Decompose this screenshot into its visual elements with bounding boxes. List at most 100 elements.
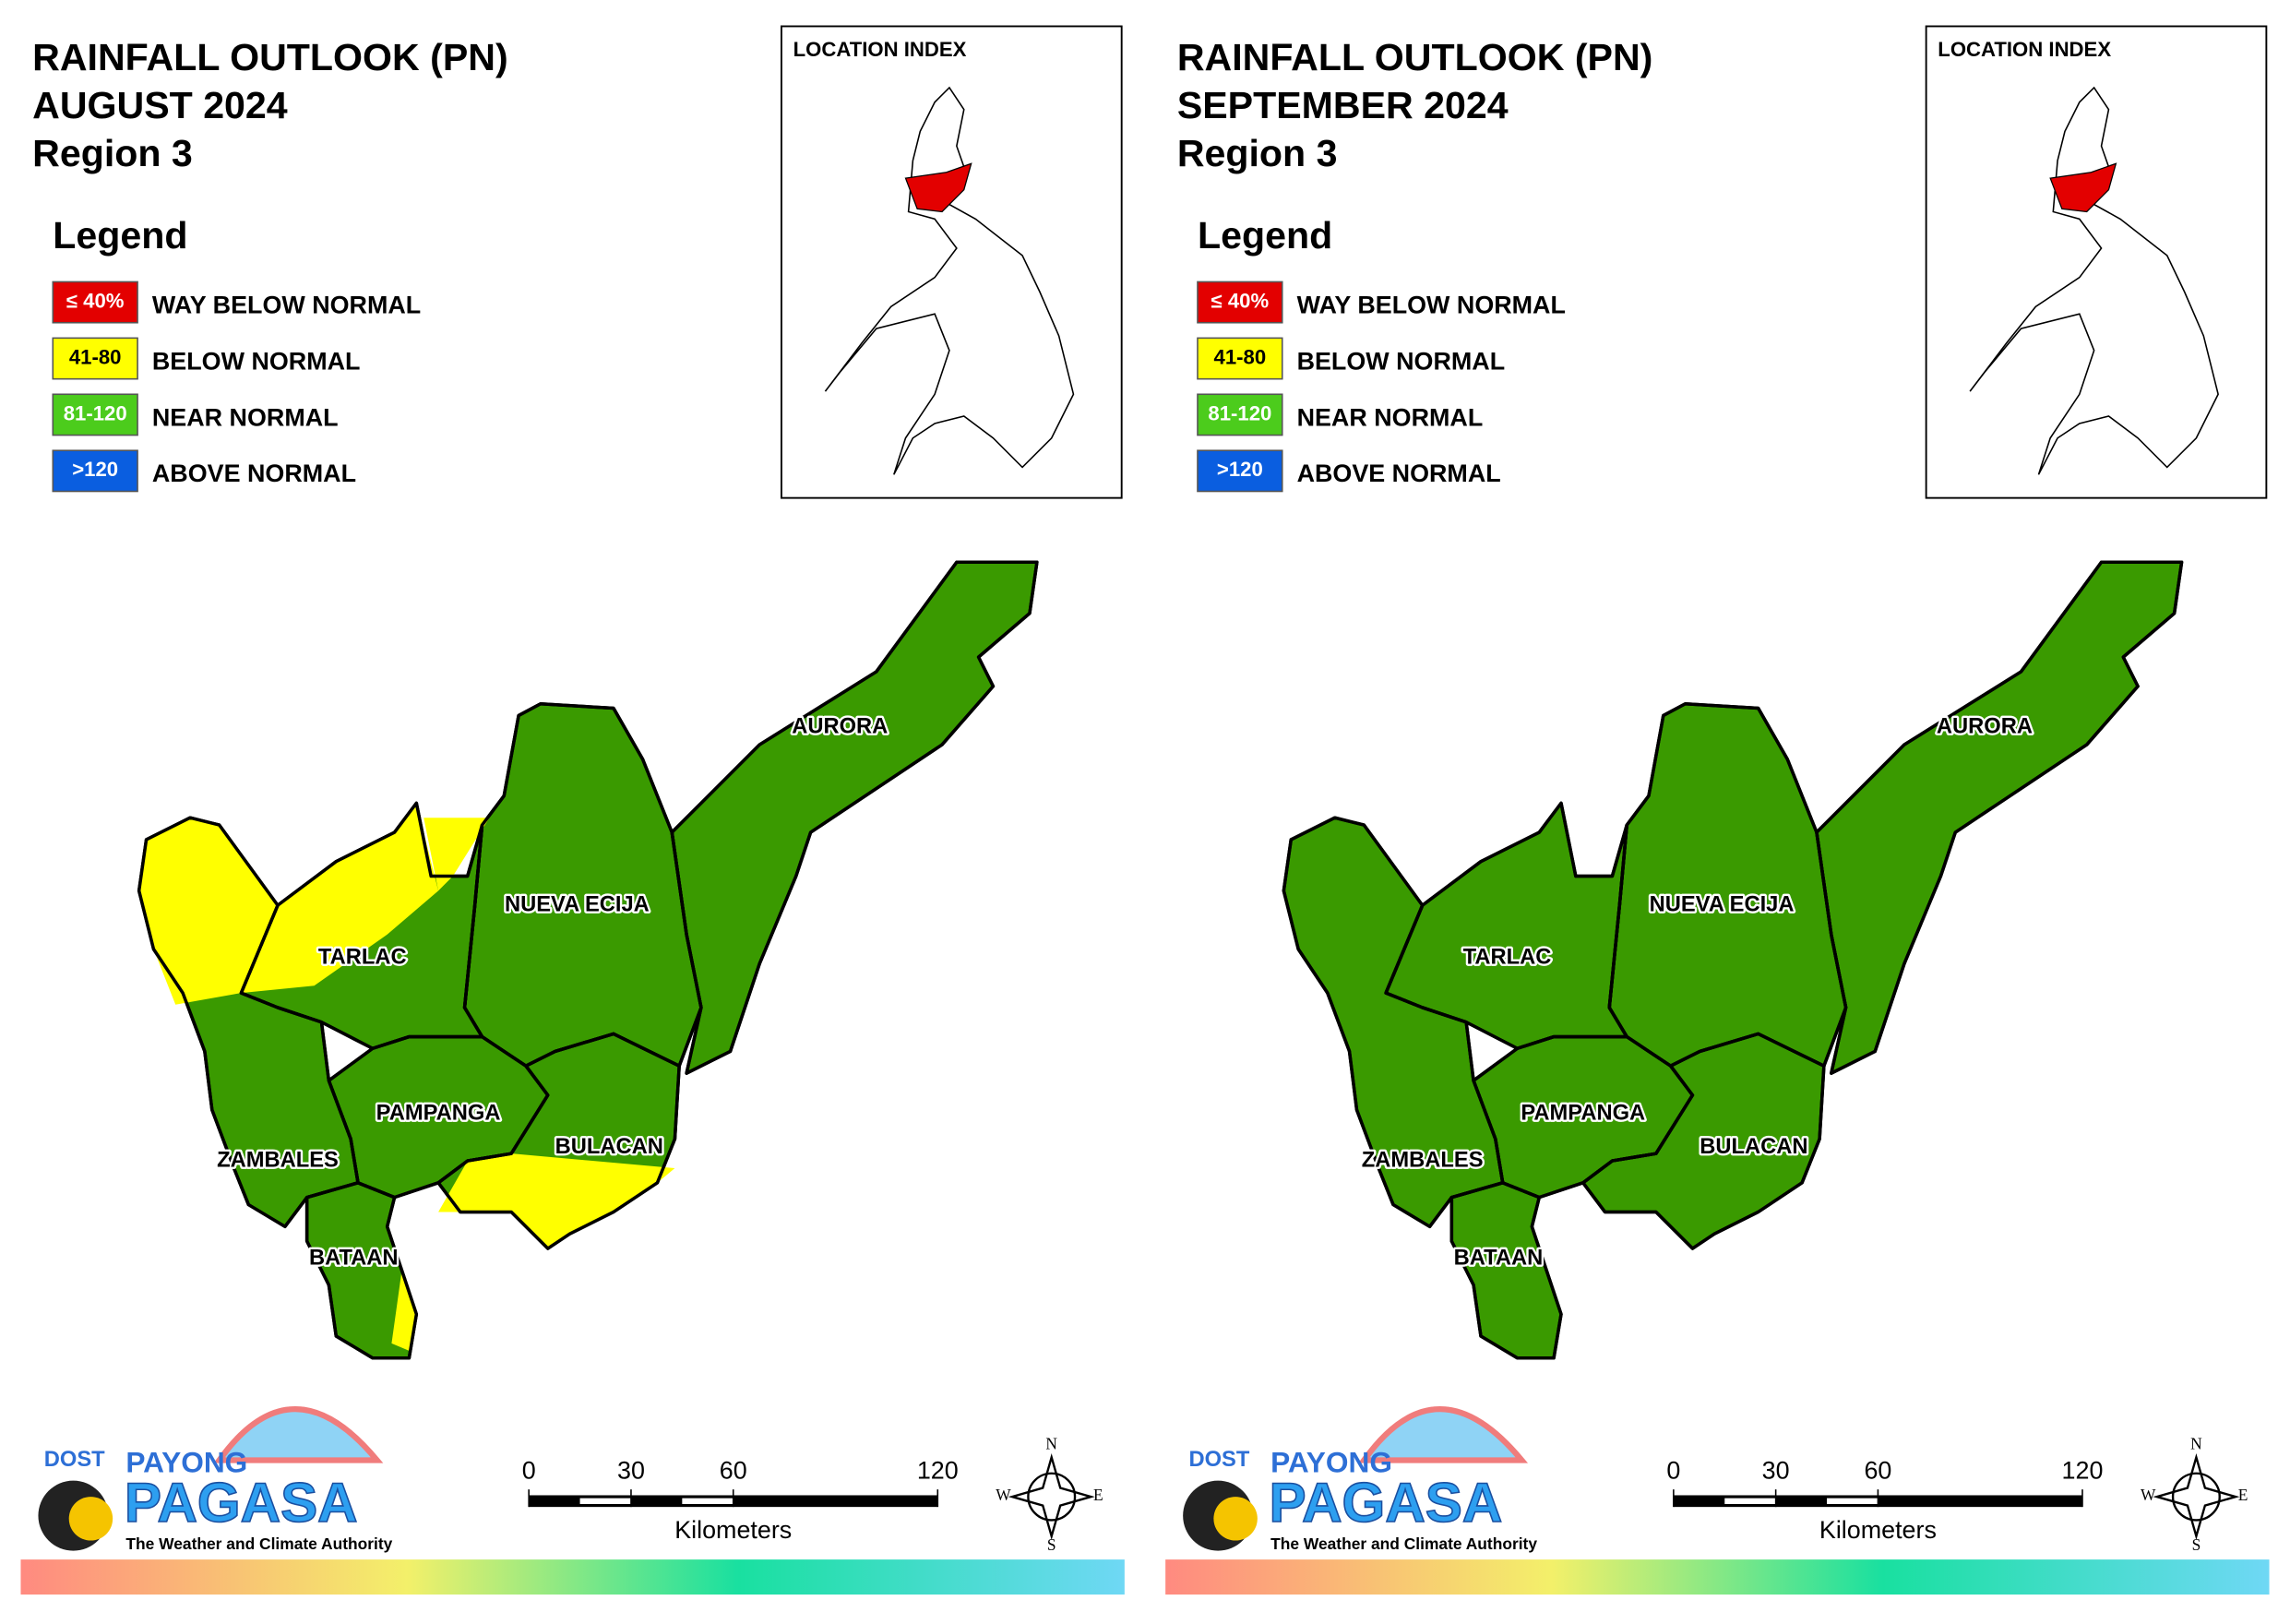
region-3-highlight [2049,162,2117,213]
footer-strip [20,1559,1125,1595]
legend-label: WAY BELOW NORMAL [152,291,421,318]
province-area [462,702,703,1068]
province-label: TARLAC [318,945,407,969]
scale-tick-label: 120 [917,1456,959,1484]
scale-unit: Kilometers [674,1516,792,1544]
scale-tick-label: 30 [1762,1456,1790,1484]
legend-swatch [1197,449,1283,493]
compass-rose [2153,1453,2240,1541]
legend-title: Legend [1198,214,1332,257]
logo-agency: DOST [44,1448,105,1472]
compass-letter: E [1093,1486,1103,1504]
province-area [1449,1181,1563,1360]
title-line: SEPTEMBER 2024 [1177,84,1509,126]
philippines-outline [1969,86,2219,475]
legend-range: 81-120 [64,401,127,424]
below-normal-area [138,818,278,1005]
province-label: PAMPANGA [376,1102,501,1126]
below-normal-area [241,803,439,994]
legend-title: Legend [53,214,187,257]
scale-tick-label: 120 [2062,1456,2104,1484]
logo-umbrella [1358,1405,1529,1463]
province-label: PAMPANGA [1521,1102,1645,1126]
province-label: BULACAN [1700,1135,1807,1159]
compass-letter: N [2190,1435,2202,1453]
compass-letter: S [1047,1535,1056,1554]
province-border [1815,560,2184,1075]
scale-tick-label: 60 [720,1456,747,1484]
legend-swatch [1197,281,1283,324]
legend-swatch [1197,337,1283,380]
legend-label: NEAR NORMAL [1297,403,1484,431]
province-area [1607,702,1848,1068]
title-line: AUGUST 2024 [32,84,288,126]
province-label: ZAMBALES [1362,1148,1484,1172]
scale-tick-label: 60 [1864,1456,1891,1484]
province-label: TARLAC [1463,945,1552,969]
legend-swatch [52,281,138,324]
legend-range: 81-120 [1208,401,1271,424]
scale-segment-light [682,1498,734,1504]
legend-swatch [52,449,138,493]
province-border [1384,801,1628,1050]
logo-umbrella [213,1405,384,1463]
compass-ring [2171,1472,2221,1522]
panel: RAINFALL OUTLOOK (PN) SEPTEMBER 2024 Regio… [1165,25,2270,1595]
province-border [436,1032,681,1250]
location-index-title: LOCATION INDEX [793,38,967,61]
below-normal-area [423,818,490,891]
province-label: ZAMBALES [217,1148,339,1172]
logo-seal [1213,1497,1258,1541]
legend-label: WAY BELOW NORMAL [1297,291,1566,318]
legend-range: ≤ 40% [66,289,125,312]
legend-label: NEAR NORMAL [152,403,339,431]
scale-tick-label: 30 [617,1456,645,1484]
legend-swatch [52,393,138,436]
legend-label: BELOW NORMAL [152,347,361,375]
legend-range: 41-80 [69,345,122,368]
legend-range: >120 [1217,458,1263,481]
logo-tagline: The Weather and Climate Authority [1270,1534,1537,1553]
province-label: AURORA [792,714,888,738]
below-normal-area [438,1153,675,1249]
scale-segment-light [579,1498,631,1504]
legend-swatch [1197,393,1283,436]
legend-range: 41-80 [1214,345,1267,368]
province-label: BATAAN [309,1246,399,1270]
scale-tick-label: 0 [522,1456,536,1484]
province-label: AURORA [1937,714,2033,738]
legend-label: ABOVE NORMAL [152,460,356,487]
compass-letter: W [996,1486,1011,1504]
below-normal-area [391,1270,417,1351]
title-line: Region 3 [1177,132,1338,174]
province-area [1815,560,2184,1075]
footer-strip [1165,1559,2270,1595]
logo-brand: PAYONG [1270,1446,1392,1479]
compass-letter: S [2192,1535,2201,1554]
logo-name: PAGASA [125,1472,358,1534]
location-index-title: LOCATION INDEX [1938,38,2111,61]
logo-tagline: The Weather and Climate Authority [125,1534,392,1553]
compass-rose [1008,1453,1095,1541]
province-label: NUEVA ECIJA [505,892,650,916]
scale-segment [1878,1495,2082,1508]
province-border [304,1181,419,1360]
title-line: Region 3 [32,132,193,174]
logo-name: PAGASA [1270,1472,1503,1534]
region-3-highlight [904,162,972,213]
scale-unit: Kilometers [1819,1516,1937,1544]
title-line: RAINFALL OUTLOOK (PN) [1177,36,1653,78]
legend-range: >120 [72,458,118,481]
province-label: NUEVA ECIJA [1650,892,1795,916]
panel: RAINFALL OUTLOOK (PN) AUGUST 2024 Region 3… [20,25,1125,1595]
logo-brand: PAYONG [125,1446,247,1479]
compass-letter: N [1045,1435,1057,1453]
logo-seal [68,1497,113,1541]
province-label: BATAAN [1454,1246,1544,1270]
legend-range: ≤ 40% [1211,289,1270,312]
legend-label: BELOW NORMAL [1297,347,1506,375]
legend-label: ABOVE NORMAL [1297,460,1501,487]
compass-letter: W [2141,1486,2156,1504]
